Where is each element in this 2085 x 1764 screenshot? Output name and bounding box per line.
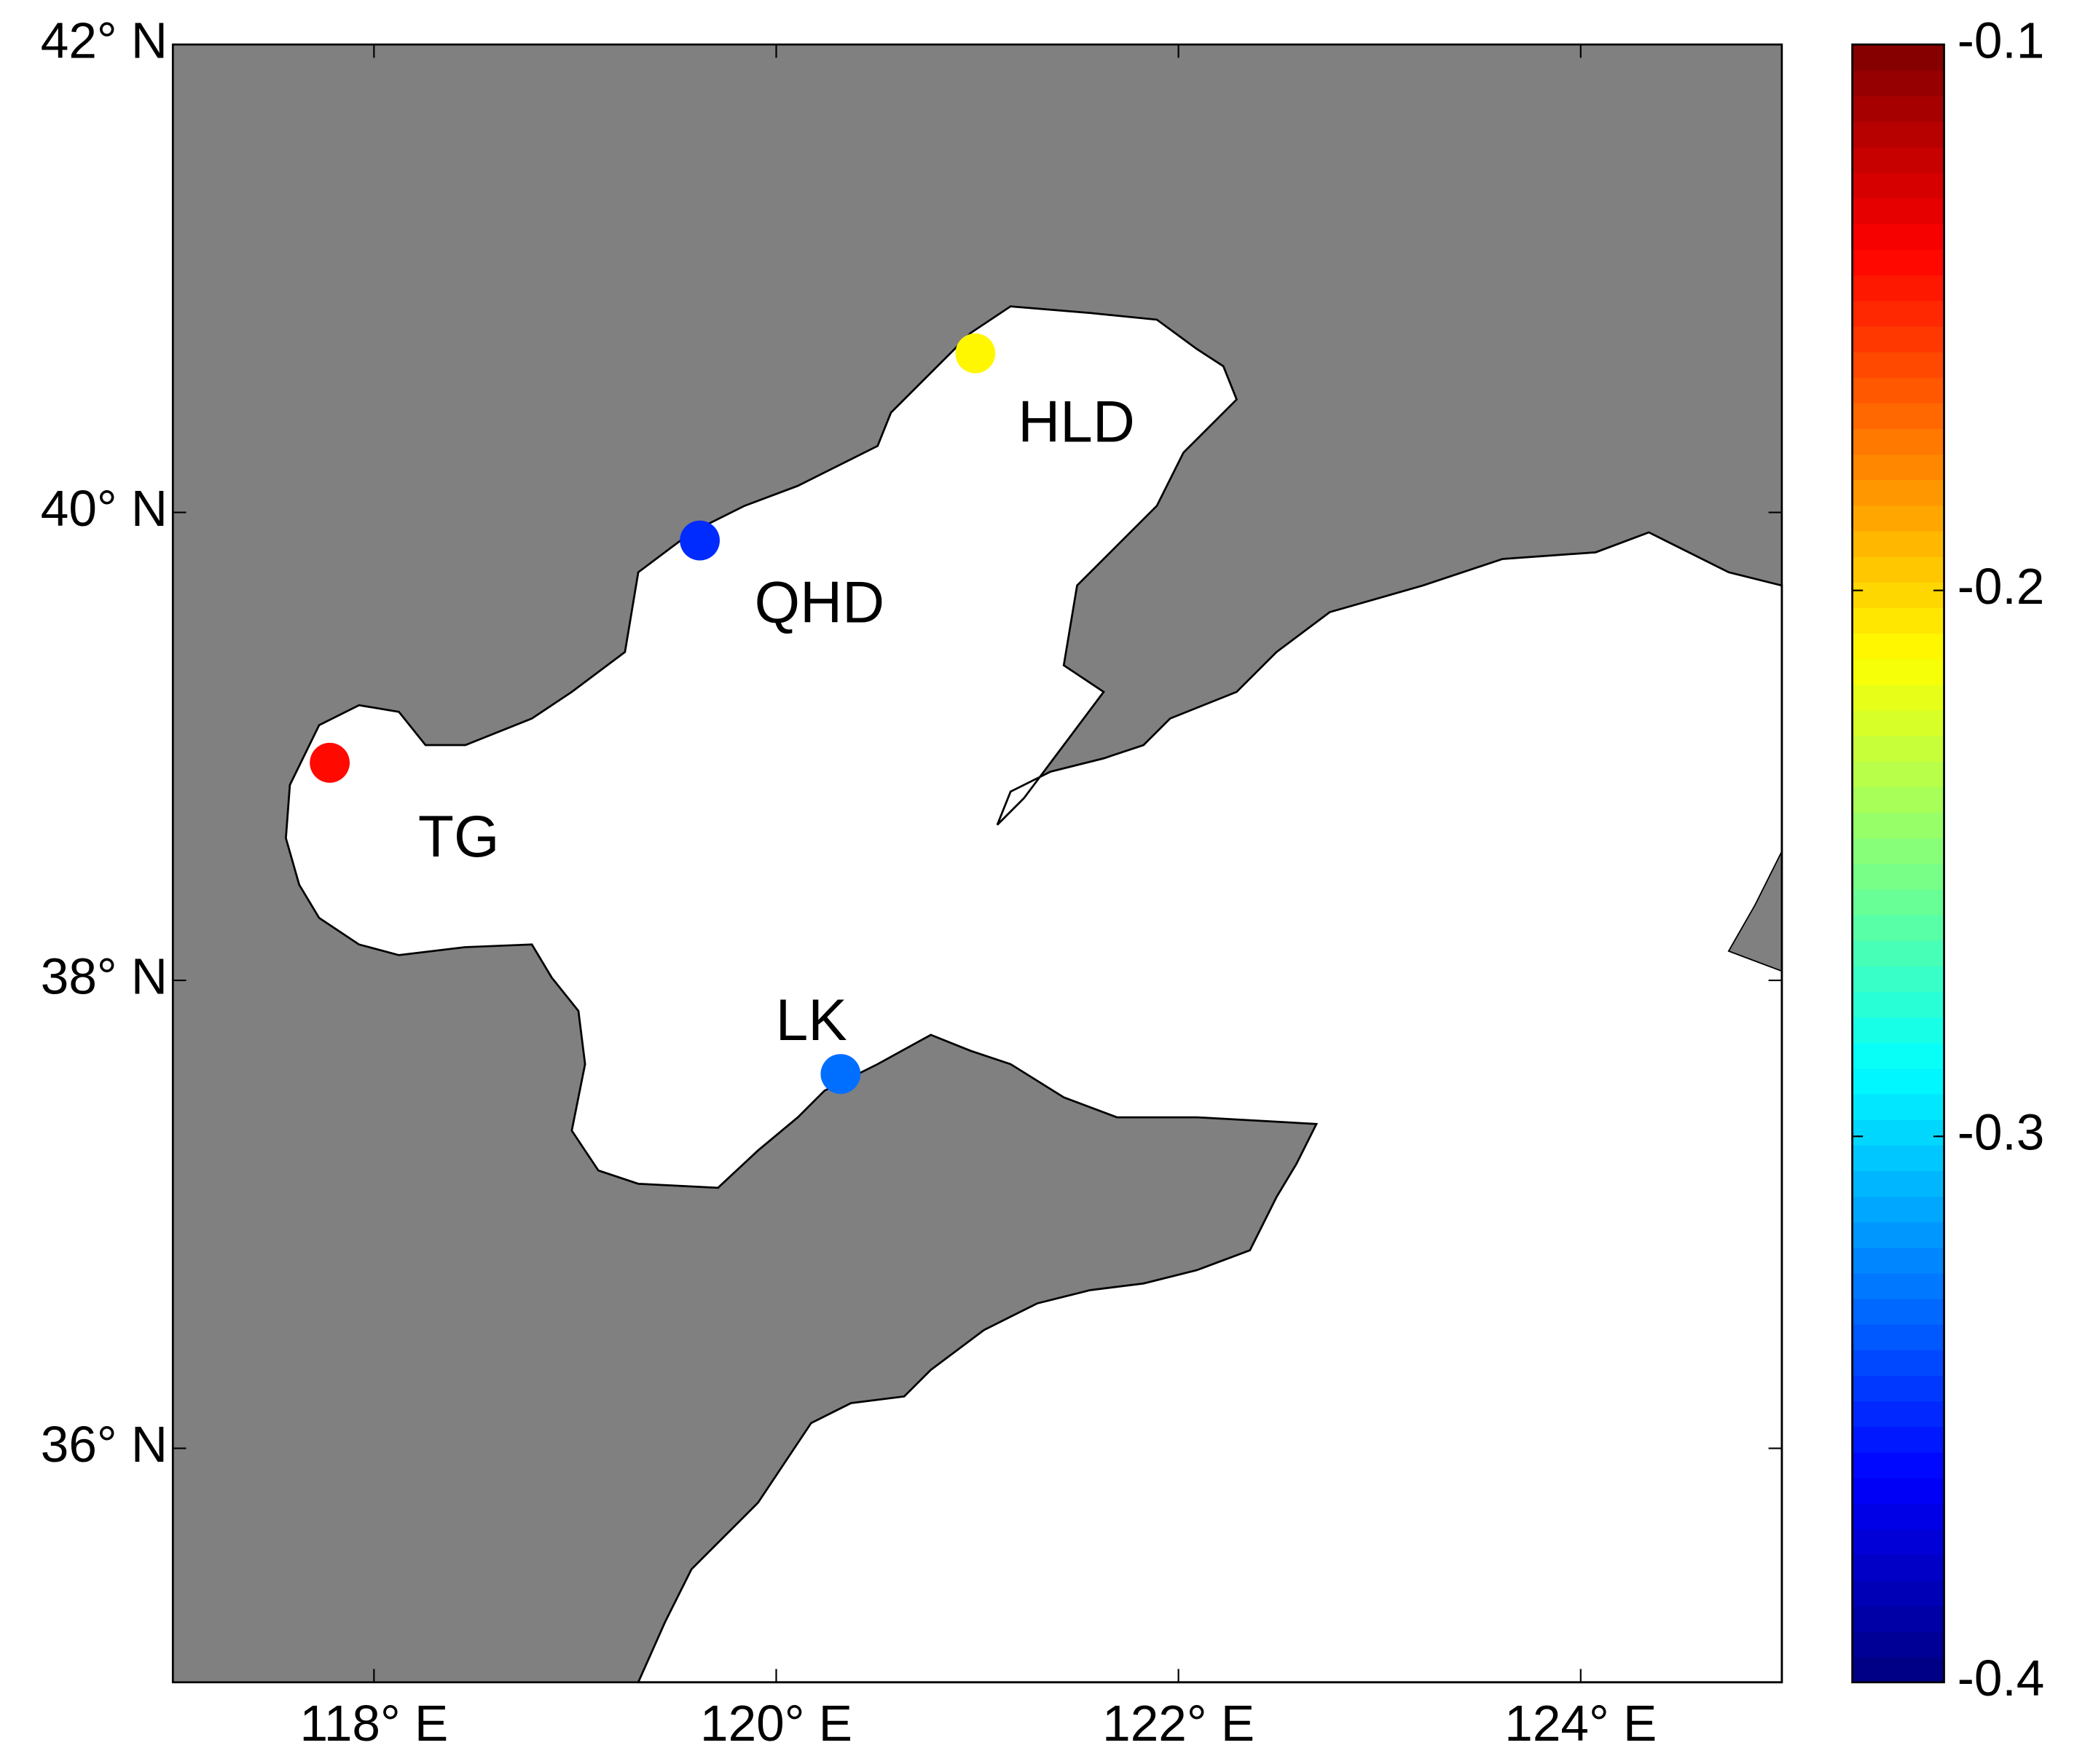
colorbar-cell	[1852, 787, 1944, 814]
colorbar-cell	[1852, 505, 1944, 532]
colorbar-cell	[1852, 1144, 1944, 1171]
y-tick-label: 38° N	[41, 948, 168, 1004]
station-label: HLD	[1018, 390, 1135, 455]
y-tick-label: 40° N	[41, 480, 168, 537]
colorbar-cell	[1852, 556, 1944, 583]
colorbar-cell	[1852, 44, 1944, 71]
colorbar-cell	[1852, 940, 1944, 966]
station	[820, 1054, 861, 1094]
colorbar-cell	[1852, 1298, 1944, 1325]
colorbar-tick-label: -0.3	[1958, 1104, 2045, 1161]
colorbar-tick-label: -0.1	[1958, 12, 2045, 68]
colorbar-cell	[1852, 812, 1944, 839]
colorbar-cell	[1852, 838, 1944, 865]
colorbar-cell	[1852, 1119, 1944, 1146]
station	[310, 742, 350, 783]
station-label: QHD	[755, 570, 884, 636]
colorbar-cell	[1852, 146, 1944, 173]
y-tick-label: 42° N	[41, 12, 168, 68]
station	[955, 333, 996, 374]
x-tick-label: 120° E	[700, 1695, 852, 1752]
colorbar-cell	[1852, 224, 1944, 251]
colorbar-cell	[1852, 172, 1944, 199]
colorbar-cell	[1852, 658, 1944, 685]
colorbar-cell	[1852, 197, 1944, 224]
colorbar-cell	[1852, 709, 1944, 736]
colorbar-cell	[1852, 275, 1944, 302]
colorbar-cell	[1852, 454, 1944, 481]
sea	[285, 305, 1783, 1684]
colorbar-cell	[1852, 1375, 1944, 1402]
colorbar-cell	[1852, 1631, 1944, 1658]
plot-frame	[171, 43, 1783, 1684]
colorbar-cell	[1852, 1401, 1944, 1428]
colorbar-cell	[1852, 1221, 1944, 1248]
colorbar-cell	[1852, 889, 1944, 916]
colorbar-cell	[1852, 351, 1944, 378]
colorbar-cell	[1852, 402, 1944, 430]
colorbar-cell	[1852, 1605, 1944, 1632]
colorbar-cell	[1852, 581, 1944, 608]
colorbar	[1852, 44, 1944, 1683]
colorbar-cell	[1852, 735, 1944, 762]
station-label: LK	[776, 988, 847, 1053]
colorbar-cell	[1852, 1017, 1944, 1044]
colorbar-cell	[1852, 1196, 1944, 1223]
colorbar-cell	[1852, 1350, 1944, 1377]
station-label: TG	[418, 804, 500, 870]
colorbar-cell	[1852, 377, 1944, 403]
colorbar-cell	[1852, 70, 1944, 97]
colorbar-cell	[1852, 121, 1944, 148]
colorbar-cell	[1852, 1068, 1944, 1095]
colorbar-cell	[1852, 607, 1944, 634]
colorbar-cell	[1852, 1554, 1944, 1581]
colorbar-cell	[1852, 991, 1944, 1018]
colorbar-cell	[1852, 1503, 1944, 1529]
colorbar-cell	[1852, 965, 1944, 993]
colorbar-cell	[1852, 760, 1944, 787]
colorbar-cell	[1852, 1656, 1944, 1683]
colorbar-cell	[1852, 479, 1944, 506]
colorbar-cell	[1852, 1426, 1944, 1453]
station	[680, 520, 720, 561]
x-tick-label: 124° E	[1504, 1695, 1657, 1752]
x-tick-label: 118° E	[299, 1695, 448, 1752]
colorbar-cell	[1852, 1272, 1944, 1299]
colorbar-tick-label: -0.2	[1958, 558, 2045, 615]
colorbar-tick-label: -0.4	[1958, 1650, 2045, 1706]
y-tick-label: 36° N	[41, 1416, 168, 1473]
colorbar-cell	[1852, 1452, 1944, 1478]
colorbar-cell	[1852, 914, 1944, 941]
colorbar-cell	[1852, 1323, 1944, 1350]
x-tick-label: 122° E	[1102, 1695, 1254, 1752]
colorbar-cell	[1852, 95, 1944, 122]
colorbar-cell	[1852, 1093, 1944, 1120]
colorbar-cell	[1852, 1477, 1944, 1504]
colorbar-frame	[1851, 43, 1945, 1684]
colorbar-cell	[1852, 428, 1944, 455]
colorbar-cell	[1852, 863, 1944, 890]
colorbar-cell	[1852, 684, 1944, 711]
colorbar-cell	[1852, 1170, 1944, 1197]
colorbar-cell	[1852, 1042, 1944, 1069]
colorbar-cell	[1852, 326, 1944, 353]
colorbar-cell	[1852, 300, 1944, 327]
colorbar-cell	[1852, 530, 1944, 557]
colorbar-cell	[1852, 249, 1944, 276]
colorbar-cell	[1852, 1247, 1944, 1274]
colorbar-cell	[1852, 1580, 1944, 1607]
colorbar-cell	[1852, 633, 1944, 660]
colorbar-cell	[1852, 1528, 1944, 1556]
